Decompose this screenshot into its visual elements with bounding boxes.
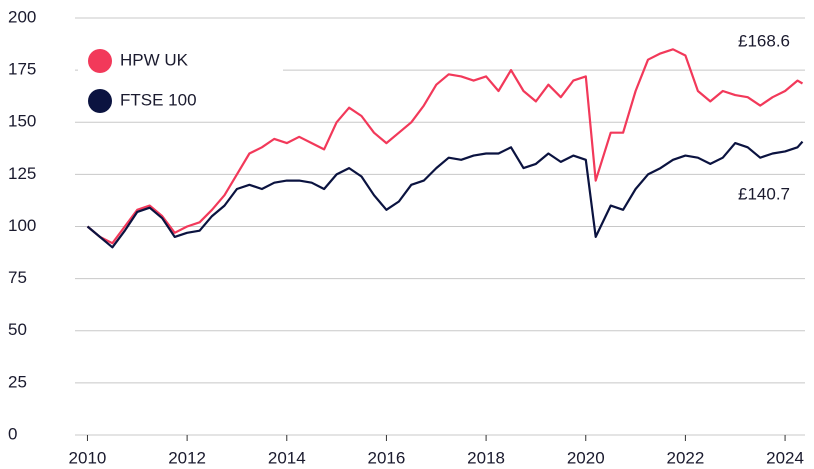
y-tick-label: 175 <box>8 60 36 79</box>
x-tick-label: 2016 <box>368 448 406 467</box>
legend-label: HPW UK <box>120 50 189 69</box>
series-line <box>86 140 804 249</box>
x-tick-label: 2020 <box>567 448 605 467</box>
x-tick-label: 2024 <box>766 448 804 467</box>
legend-swatch <box>88 49 112 73</box>
legend-swatch <box>88 89 112 113</box>
legend: HPW UK FTSE 100 <box>78 42 283 117</box>
x-tick-label: 2022 <box>666 448 704 467</box>
end-label: £140.7 <box>738 184 790 203</box>
x-tick-label: 2012 <box>168 448 206 467</box>
grid <box>75 17 805 436</box>
y-tick-label: 25 <box>8 372 27 391</box>
y-tick-label: 75 <box>8 268 27 287</box>
y-tick-label: 0 <box>8 424 17 443</box>
x-tick-label: 2014 <box>268 448 306 467</box>
end-label: £168.6 <box>738 31 790 50</box>
legend-label: FTSE 100 <box>120 90 197 109</box>
series-line <box>86 48 804 245</box>
legend-background <box>78 42 283 117</box>
y-tick-label: 125 <box>8 164 36 183</box>
y-tick-label: 200 <box>8 7 36 26</box>
x-tick-label: 2010 <box>69 448 107 467</box>
y-tick-label: 100 <box>8 216 36 235</box>
y-tick-label: 150 <box>8 112 36 131</box>
x-tick-label: 2018 <box>467 448 505 467</box>
y-tick-label: 50 <box>8 320 27 339</box>
